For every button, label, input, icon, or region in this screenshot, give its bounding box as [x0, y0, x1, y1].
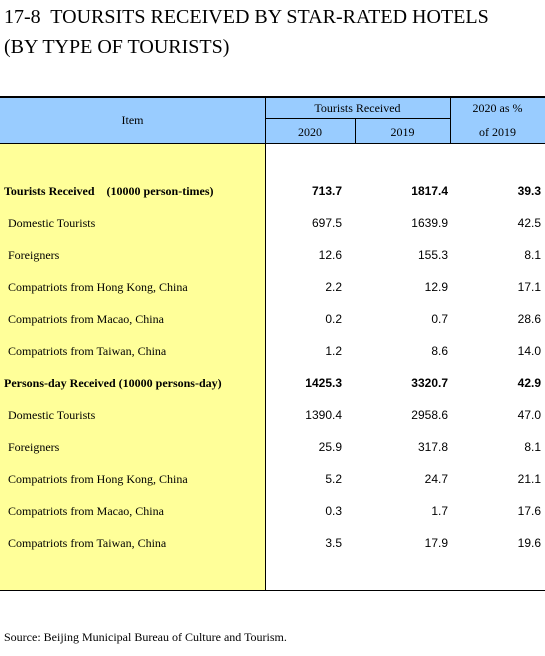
cell-value: 697.5 [311, 216, 342, 230]
row-label: Compatriots from Macao, China [8, 504, 164, 518]
cell-value: 17.1 [517, 280, 541, 294]
cell-value: 2.2 [325, 280, 342, 294]
cell-value: 19.6 [517, 536, 541, 550]
cell-value: 0.3 [325, 504, 342, 518]
cell-value: 1390.4 [305, 408, 342, 422]
rule [0, 590, 545, 591]
header-bg [0, 97, 545, 143]
column-header: Tourists Received [314, 101, 401, 115]
cell-value: 8.6 [431, 344, 448, 358]
cell-value: 3320.7 [411, 376, 448, 390]
cell-value: 12.9 [424, 280, 448, 294]
cell-value: 39.3 [517, 184, 541, 198]
row-label: Foreigners [8, 248, 60, 262]
cell-value: 317.8 [417, 440, 448, 454]
column-header: 2019 [390, 125, 415, 139]
cell-value: 1.7 [431, 504, 448, 518]
cell-value: 42.9 [517, 376, 541, 390]
row-label: Compatriots from Taiwan, China [8, 536, 167, 550]
cell-value: 8.1 [524, 440, 541, 454]
column-header: Item [121, 113, 144, 127]
column-header: 2020 [298, 125, 322, 139]
row-label: Foreigners [8, 440, 60, 454]
cell-value: 17.9 [424, 536, 448, 550]
cell-value: 24.7 [424, 472, 448, 486]
cell-value: 713.7 [311, 184, 342, 198]
cell-value: 12.6 [318, 248, 342, 262]
cell-value: 1.2 [325, 344, 342, 358]
column-header: 2020 as % [472, 101, 523, 115]
cell-value: 17.6 [517, 504, 541, 518]
cell-value: 155.3 [417, 248, 448, 262]
row-label: Compatriots from Taiwan, China [8, 344, 167, 358]
row-label: Compatriots from Hong Kong, China [8, 280, 188, 294]
cell-value: 21.1 [517, 472, 541, 486]
cell-value: 2958.6 [411, 408, 448, 422]
cell-value: 47.0 [517, 408, 541, 422]
title: 17-8 TOURSITS RECEIVED BY STAR-RATED HOT… [4, 6, 489, 28]
rule [355, 118, 356, 143]
cell-value: 8.1 [524, 248, 541, 262]
row-label: Domestic Tourists [8, 216, 96, 230]
cell-value: 28.6 [517, 312, 541, 326]
cell-value: 25.9 [318, 440, 342, 454]
cell-value: 14.0 [517, 344, 541, 358]
item-column-bg [0, 143, 265, 590]
row-label: Domestic Tourists [8, 408, 96, 422]
rule [450, 97, 451, 143]
row-label: Persons-day Received (10000 persons-day) [4, 376, 222, 390]
row-label: Compatriots from Hong Kong, China [8, 472, 188, 486]
column-header: of 2019 [479, 125, 516, 139]
source: Source: Beijing Municipal Bureau of Cult… [4, 630, 287, 644]
cell-value: 42.5 [517, 216, 541, 230]
rule [265, 97, 266, 590]
row-label: Tourists Received (10000 person-times) [4, 184, 214, 198]
cell-value: 1817.4 [411, 184, 448, 198]
cell-value: 0.7 [431, 312, 448, 326]
rule [0, 143, 545, 144]
cell-value: 3.5 [325, 536, 342, 550]
cell-value: 0.2 [325, 312, 342, 326]
rule [0, 96, 545, 98]
rule [265, 118, 450, 119]
cell-value: 1425.3 [305, 376, 342, 390]
row-label: Compatriots from Macao, China [8, 312, 164, 326]
title: (BY TYPE OF TOURISTS) [4, 36, 230, 58]
cell-value: 1639.9 [411, 216, 448, 230]
cell-value: 5.2 [325, 472, 342, 486]
